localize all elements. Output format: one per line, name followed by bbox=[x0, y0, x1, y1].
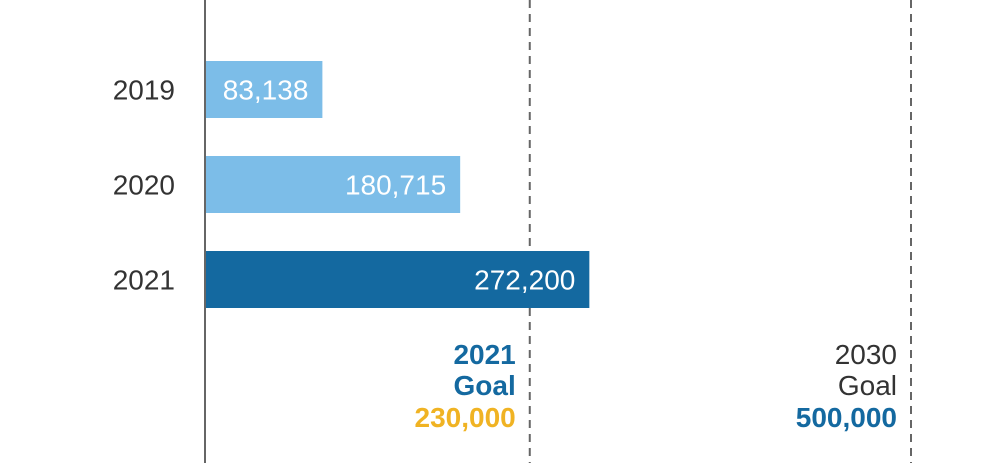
goal-1-line-3: 230,000 bbox=[415, 402, 516, 433]
bars: 83,138 180,715 272,200 bbox=[205, 61, 590, 308]
category-label-2021: 2021 bbox=[113, 265, 175, 296]
bar-value-label-2020: 180,715 bbox=[345, 170, 446, 201]
goal-1-line-1: 2021 bbox=[453, 339, 515, 370]
goal-2-line-2: Goal bbox=[838, 370, 897, 401]
bar-2019 bbox=[205, 61, 323, 118]
bar-value-label-2019: 83,138 bbox=[223, 75, 309, 106]
goal-reference-lines bbox=[528, 0, 912, 463]
bar-value-label-2021: 272,200 bbox=[474, 265, 575, 296]
goal-2-line-3: 500,000 bbox=[796, 402, 897, 433]
category-labels: 2019 2020 2021 bbox=[113, 75, 175, 296]
category-label-2019: 2019 bbox=[113, 75, 175, 106]
goal-2-line-1: 2030 bbox=[835, 339, 897, 370]
bar-2021 bbox=[205, 251, 590, 308]
bar-2020 bbox=[205, 156, 461, 213]
category-label-2020: 2020 bbox=[113, 170, 175, 201]
goal-1-line-2: Goal bbox=[454, 370, 516, 401]
